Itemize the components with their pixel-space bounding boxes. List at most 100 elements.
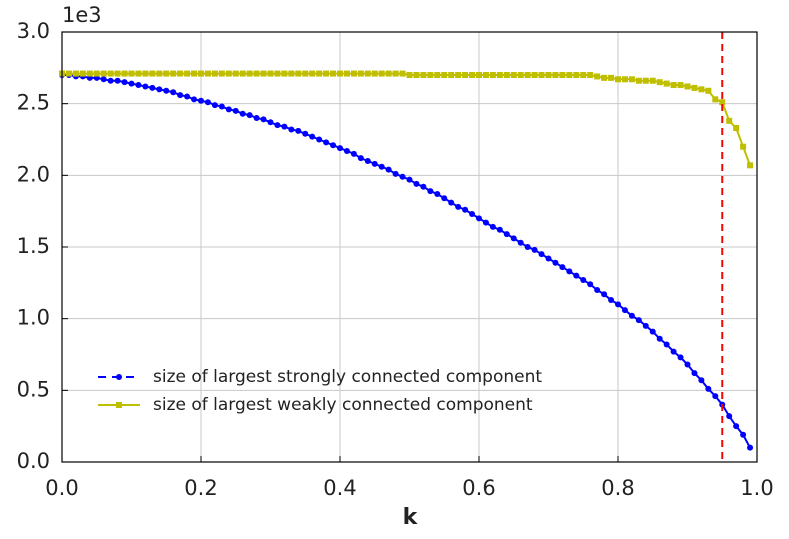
marker	[274, 70, 281, 77]
marker	[211, 102, 218, 109]
marker	[503, 231, 510, 238]
marker	[371, 70, 378, 77]
marker	[399, 173, 406, 180]
marker	[378, 163, 385, 170]
marker	[552, 259, 559, 266]
y-tick-label: 1.0	[17, 306, 50, 330]
x-tick-label: 0.4	[323, 476, 356, 500]
marker	[747, 162, 754, 169]
legend-label: size of largest weakly connected compone…	[153, 395, 533, 415]
marker	[323, 70, 330, 77]
marker	[274, 122, 281, 129]
marker	[142, 70, 149, 77]
marker	[427, 188, 434, 195]
marker	[615, 76, 621, 83]
marker	[392, 170, 399, 177]
marker	[531, 72, 538, 78]
marker	[476, 215, 482, 222]
marker	[116, 374, 122, 380]
marker	[302, 130, 309, 137]
marker	[642, 322, 649, 329]
series-line	[62, 74, 751, 449]
marker	[455, 203, 462, 210]
marker	[580, 72, 587, 78]
marker	[371, 160, 378, 167]
marker	[281, 70, 288, 77]
marker	[177, 70, 184, 77]
marker	[385, 166, 392, 173]
marker	[100, 76, 107, 83]
marker	[545, 72, 552, 78]
marker	[93, 70, 100, 77]
marker	[580, 276, 587, 283]
marker	[726, 413, 733, 420]
marker	[156, 86, 163, 93]
marker	[198, 97, 204, 104]
marker	[309, 70, 316, 77]
x-tick-label: 1.0	[740, 476, 773, 500]
y-tick-label: 0.5	[17, 377, 50, 401]
marker	[288, 126, 295, 133]
marker	[601, 74, 608, 81]
marker	[705, 385, 712, 392]
marker	[295, 127, 302, 134]
marker	[705, 87, 712, 94]
marker	[628, 76, 635, 83]
marker	[177, 92, 184, 99]
marker	[350, 150, 357, 157]
marker	[316, 70, 323, 77]
marker	[128, 70, 135, 77]
marker	[330, 70, 337, 77]
marker	[253, 115, 260, 121]
marker	[649, 77, 656, 84]
marker	[337, 145, 343, 152]
marker	[267, 119, 274, 126]
marker	[343, 147, 350, 154]
marker	[191, 70, 198, 77]
marker	[330, 142, 337, 149]
marker	[670, 82, 677, 89]
marker	[316, 136, 323, 143]
marker	[559, 264, 566, 271]
marker	[740, 431, 747, 438]
marker	[288, 70, 295, 77]
marker	[260, 70, 267, 77]
marker	[684, 83, 691, 90]
marker	[121, 79, 128, 86]
y-tick-label: 1.5	[17, 234, 50, 258]
marker	[378, 70, 385, 77]
marker	[656, 335, 663, 342]
marker	[350, 70, 357, 77]
marker	[726, 117, 733, 124]
marker	[462, 206, 469, 213]
marker	[246, 112, 253, 119]
marker	[684, 361, 691, 368]
marker	[232, 70, 239, 77]
marker	[441, 195, 448, 202]
marker	[510, 72, 517, 78]
marker	[239, 70, 246, 77]
marker	[552, 72, 559, 78]
marker	[211, 70, 218, 77]
marker	[573, 272, 580, 279]
marker	[621, 307, 628, 314]
marker	[698, 86, 705, 93]
marker	[343, 70, 350, 77]
marker	[239, 110, 246, 117]
x-tick-label: 0.2	[184, 476, 217, 500]
marker	[114, 77, 121, 84]
marker	[691, 370, 698, 377]
marker	[204, 70, 211, 77]
marker	[441, 72, 448, 78]
marker	[357, 70, 364, 77]
marker	[594, 73, 601, 80]
marker	[406, 176, 413, 183]
marker	[496, 72, 503, 78]
marker	[65, 70, 72, 77]
marker	[538, 72, 545, 78]
marker	[295, 70, 302, 77]
marker	[740, 143, 747, 150]
marker	[566, 268, 573, 275]
marker	[364, 70, 371, 77]
marker	[712, 96, 719, 103]
